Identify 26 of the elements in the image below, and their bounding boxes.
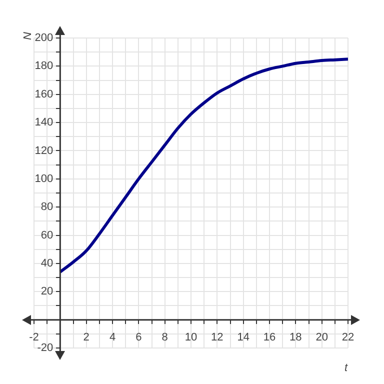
y-axis-title: N	[22, 32, 34, 40]
x-tick-label: 14	[237, 331, 250, 344]
x-tick-label: 2	[83, 331, 90, 344]
y-tick-label: 140	[34, 116, 54, 129]
x-tick-label: 10	[184, 331, 198, 344]
x-tick-label: 22	[342, 331, 354, 344]
y-tick-label: 60	[40, 229, 54, 242]
y-tick-label: 200	[34, 32, 54, 44]
y-tick-label: 20	[40, 286, 54, 298]
x-tick-label: 18	[290, 331, 302, 344]
x-tick-label: 12	[211, 331, 224, 344]
x-tick-label: 4	[109, 331, 116, 344]
x-axis-title: t	[344, 362, 348, 374]
x-tick-label: -2	[29, 331, 39, 344]
y-tick-label: 100	[34, 172, 54, 185]
y-tick-label: 120	[34, 144, 54, 157]
line-series	[58, 58, 348, 274]
x-tick-label: 16	[263, 331, 276, 344]
y-tick-label: 180	[34, 60, 54, 72]
y-tick-label: 80	[40, 201, 54, 214]
y-tick-label: -20	[37, 342, 54, 354]
x-tick-label: 6	[136, 331, 142, 344]
x-tick-label: 20	[316, 331, 328, 344]
y-tick-label: 40	[40, 257, 54, 270]
x-tick-label: 8	[162, 331, 168, 344]
y-tick-label: 160	[34, 88, 54, 100]
